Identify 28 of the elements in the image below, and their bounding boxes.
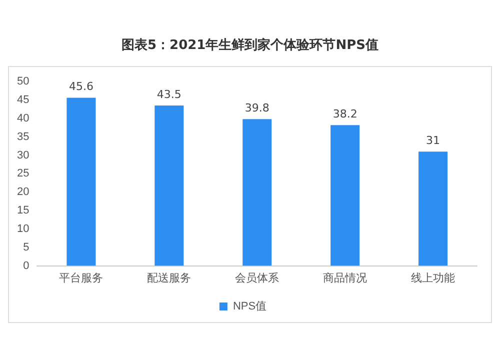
data-label: 31: [426, 134, 440, 147]
legend-label: NPS值: [232, 300, 267, 313]
y-tick-label: 25: [16, 168, 30, 180]
y-tick-label: 45: [16, 94, 30, 106]
data-label: 38.2: [332, 107, 358, 120]
y-tick-label: 30: [16, 149, 30, 162]
y-tick-label: 40: [16, 112, 30, 124]
x-tick-label: 配送服务: [147, 272, 192, 284]
y-tick-label: 5: [23, 241, 30, 254]
chart-title: 图表5：2021年生鲜到家个体验环节NPS值: [120, 36, 380, 55]
data-label: 45.6: [68, 80, 94, 94]
y-tick-label: 0: [23, 260, 30, 272]
x-tick-label: 平台服务: [59, 271, 104, 284]
bar: [242, 119, 272, 266]
bar: [418, 152, 448, 266]
y-tick-label: 20: [16, 186, 30, 198]
data-label: 43.5: [156, 88, 182, 101]
data-label: 39.8: [244, 102, 270, 115]
bar: [330, 125, 360, 266]
y-tick-label: 35: [16, 130, 30, 143]
y-tick-label: 15: [16, 204, 30, 217]
y-tick-label: 10: [16, 222, 30, 235]
x-tick-label: 商品情况: [323, 271, 368, 284]
y-tick-label: 50: [16, 76, 30, 88]
bar: [66, 98, 96, 266]
x-tick-label: 线上功能: [411, 271, 456, 284]
x-tick-label: 会员体系: [235, 271, 280, 284]
bar: [154, 106, 184, 266]
